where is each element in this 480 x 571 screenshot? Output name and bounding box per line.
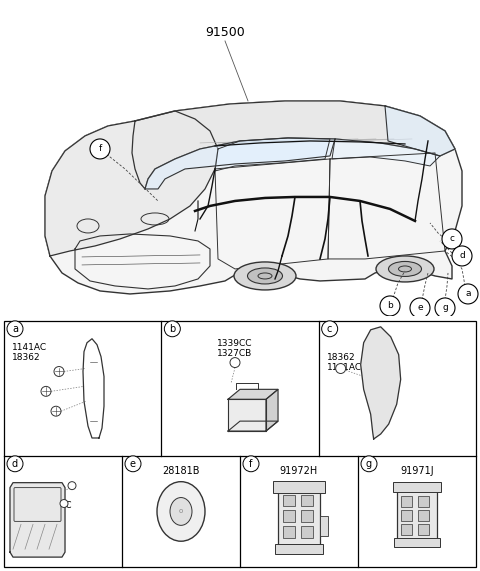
Circle shape	[243, 456, 259, 472]
Bar	[283, 494, 295, 506]
Ellipse shape	[157, 482, 205, 541]
Polygon shape	[10, 482, 65, 557]
Bar	[283, 526, 295, 538]
Text: 1141AC: 1141AC	[327, 363, 362, 372]
Circle shape	[7, 456, 23, 472]
Bar	[393, 482, 441, 492]
Bar	[301, 510, 313, 522]
Polygon shape	[132, 101, 455, 189]
Circle shape	[51, 406, 61, 416]
Ellipse shape	[170, 497, 192, 525]
Text: 1141AC: 1141AC	[39, 501, 72, 509]
Text: 1327CB: 1327CB	[217, 349, 252, 357]
Ellipse shape	[248, 268, 283, 284]
Bar	[301, 494, 313, 506]
Circle shape	[322, 321, 337, 337]
Bar	[283, 510, 295, 522]
Text: f: f	[249, 459, 252, 469]
Text: 18362: 18362	[39, 490, 66, 500]
Text: c: c	[327, 324, 332, 334]
Text: g: g	[442, 303, 448, 312]
Polygon shape	[385, 106, 455, 156]
Bar	[418, 510, 429, 521]
Text: b: b	[169, 324, 176, 334]
Polygon shape	[45, 111, 218, 256]
Text: 1141AC: 1141AC	[12, 343, 47, 352]
Text: g: g	[366, 459, 372, 469]
Text: a: a	[465, 289, 471, 299]
Text: e: e	[130, 459, 136, 469]
Bar	[418, 496, 429, 507]
Ellipse shape	[234, 262, 296, 290]
Text: a: a	[12, 324, 18, 334]
Circle shape	[230, 357, 240, 368]
Polygon shape	[360, 327, 401, 439]
Polygon shape	[266, 389, 278, 431]
Bar	[401, 496, 412, 507]
Circle shape	[68, 482, 76, 489]
Polygon shape	[228, 399, 266, 431]
Circle shape	[125, 456, 141, 472]
Bar	[401, 524, 412, 535]
Circle shape	[410, 298, 430, 318]
Text: e: e	[417, 303, 423, 312]
Text: 91972H: 91972H	[280, 466, 318, 476]
Bar	[278, 485, 320, 546]
Circle shape	[452, 246, 472, 266]
Text: 91500: 91500	[205, 26, 245, 39]
Circle shape	[380, 296, 400, 316]
Circle shape	[41, 387, 51, 396]
Text: 91971J: 91971J	[400, 466, 434, 476]
Bar	[275, 544, 323, 554]
Circle shape	[435, 298, 455, 318]
Bar	[320, 516, 328, 536]
Bar	[301, 526, 313, 538]
Circle shape	[336, 364, 346, 373]
Circle shape	[54, 367, 64, 376]
Bar	[418, 524, 429, 535]
Circle shape	[60, 500, 68, 508]
Text: 18362: 18362	[327, 353, 355, 361]
Circle shape	[442, 229, 462, 249]
Circle shape	[361, 456, 377, 472]
Bar	[273, 481, 325, 493]
Text: f: f	[98, 144, 102, 154]
Circle shape	[164, 321, 180, 337]
Polygon shape	[228, 421, 278, 431]
Text: 1339CC: 1339CC	[217, 339, 253, 348]
Polygon shape	[332, 139, 440, 166]
Polygon shape	[145, 138, 335, 189]
Circle shape	[458, 284, 478, 304]
Text: c: c	[449, 235, 455, 243]
Text: d: d	[12, 459, 18, 469]
Bar	[394, 538, 440, 546]
Circle shape	[90, 139, 110, 159]
Bar	[401, 510, 412, 521]
Ellipse shape	[376, 256, 434, 282]
Text: o: o	[179, 508, 183, 514]
Bar	[397, 486, 437, 541]
Ellipse shape	[388, 262, 421, 276]
Text: d: d	[459, 251, 465, 260]
Polygon shape	[45, 101, 462, 294]
Text: 28181B: 28181B	[162, 466, 200, 476]
Text: b: b	[387, 301, 393, 311]
Polygon shape	[215, 138, 330, 171]
Polygon shape	[228, 389, 278, 399]
Circle shape	[7, 321, 23, 337]
Text: 18362: 18362	[12, 353, 41, 361]
